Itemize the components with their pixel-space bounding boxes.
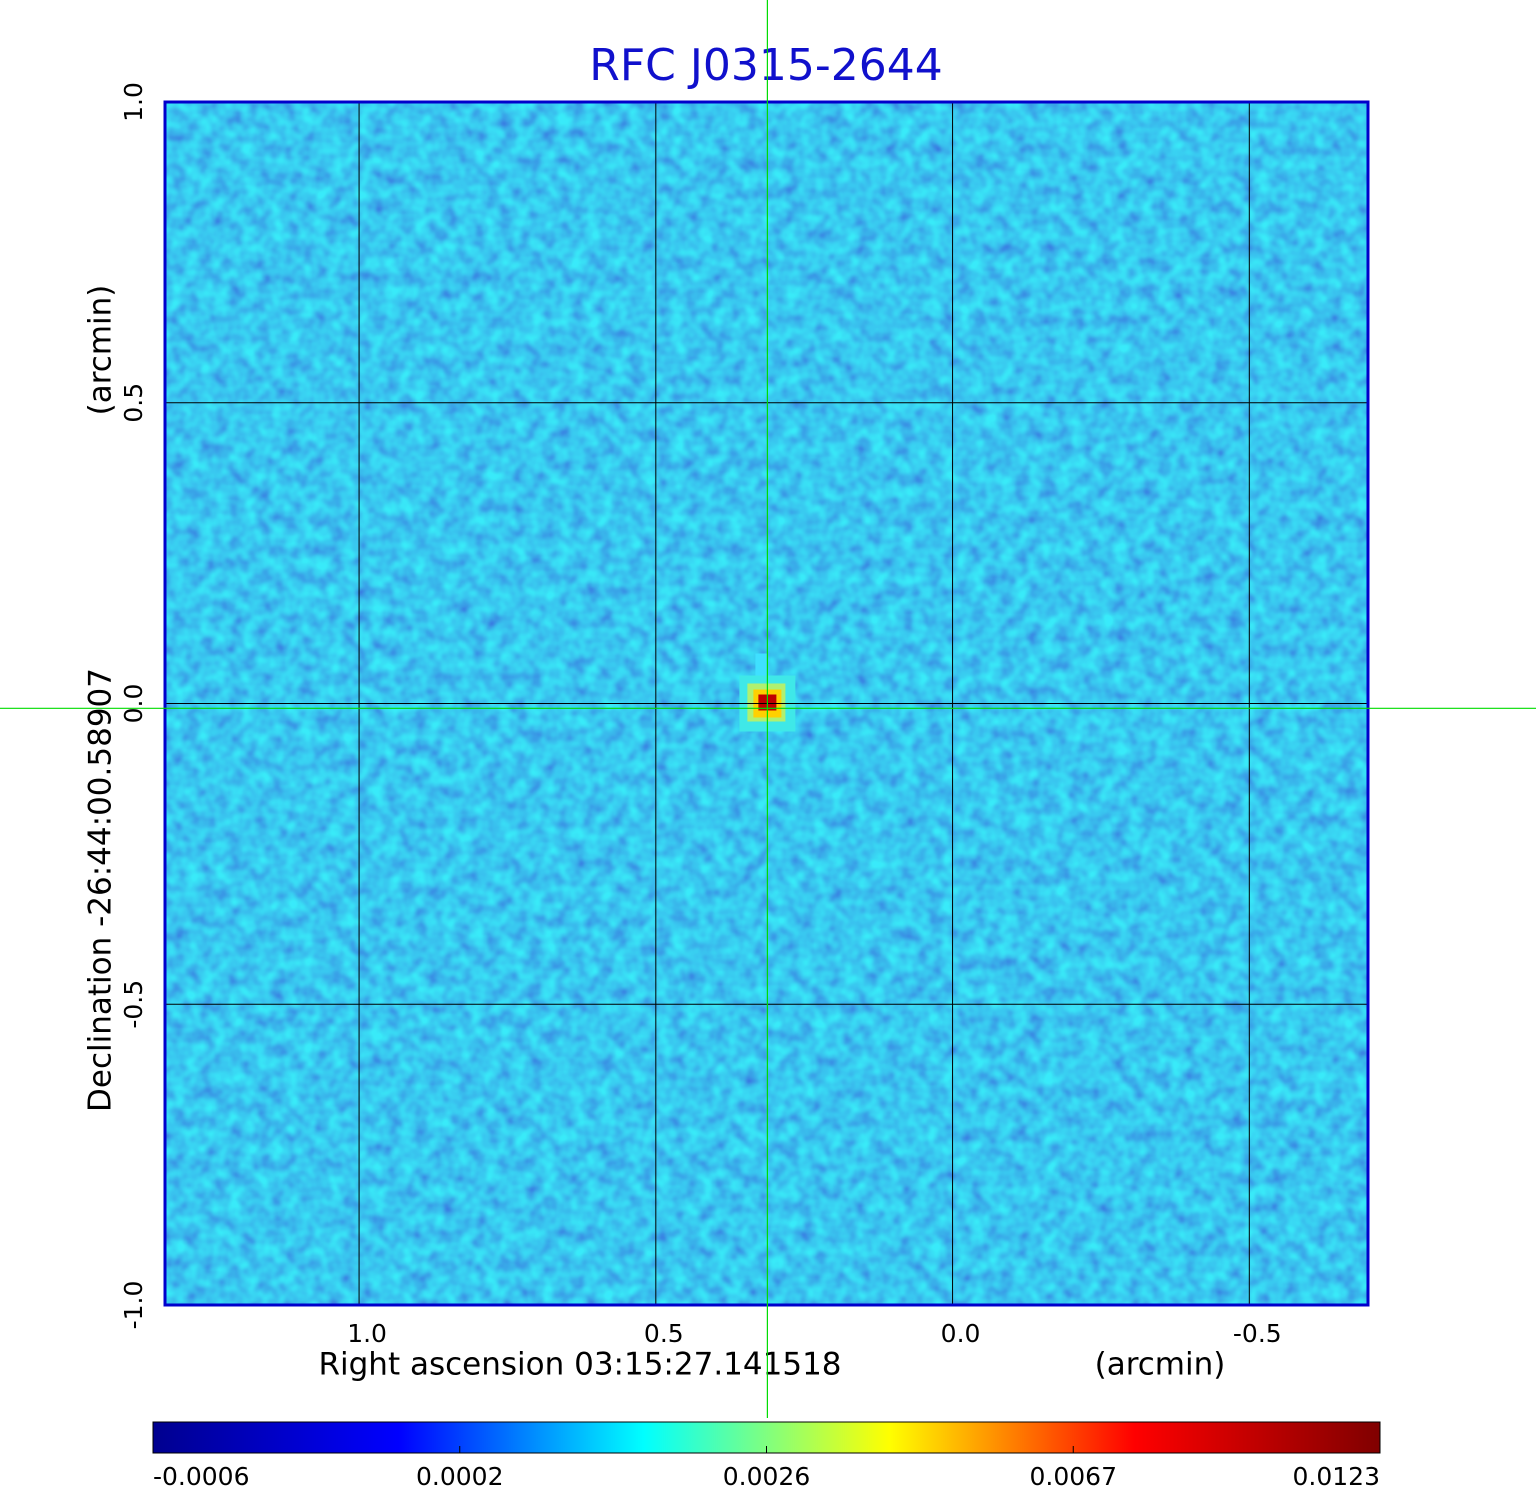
y-axis-unit: (arcmin)	[83, 285, 119, 416]
x-tick-label: 0.0	[941, 1319, 981, 1348]
y-tick-label: 0.5	[119, 383, 148, 423]
colorbar-tick-label: -0.0006	[153, 1462, 250, 1491]
chart-title: RFC J0315-2644	[589, 40, 942, 91]
x-tick-label: 1.0	[347, 1319, 387, 1348]
colorbar-tick-label: 0.0002	[416, 1462, 503, 1491]
source-halo	[755, 653, 768, 678]
y-tick-label: 0.0	[119, 684, 148, 724]
y-tick-label: -1.0	[119, 1281, 148, 1330]
colorbar-tick-label: 0.0026	[723, 1462, 810, 1491]
x-axis-unit: (arcmin)	[1095, 1347, 1226, 1383]
plot-frame	[163, 100, 1370, 1307]
x-tick-label: 0.5	[644, 1319, 684, 1348]
x-tick-label: -0.5	[1233, 1319, 1282, 1348]
x-axis-label: Right ascension 03:15:27.141518	[318, 1347, 841, 1383]
y-axis-label: Declination -26:44:00.58907	[83, 668, 119, 1112]
y-tick-label: -0.5	[119, 980, 148, 1029]
colorbar-tick-label: 0.0067	[1030, 1462, 1117, 1491]
y-tick-label: 1.0	[119, 82, 148, 122]
colorbar-tick-label: 0.0123	[1293, 1462, 1380, 1491]
